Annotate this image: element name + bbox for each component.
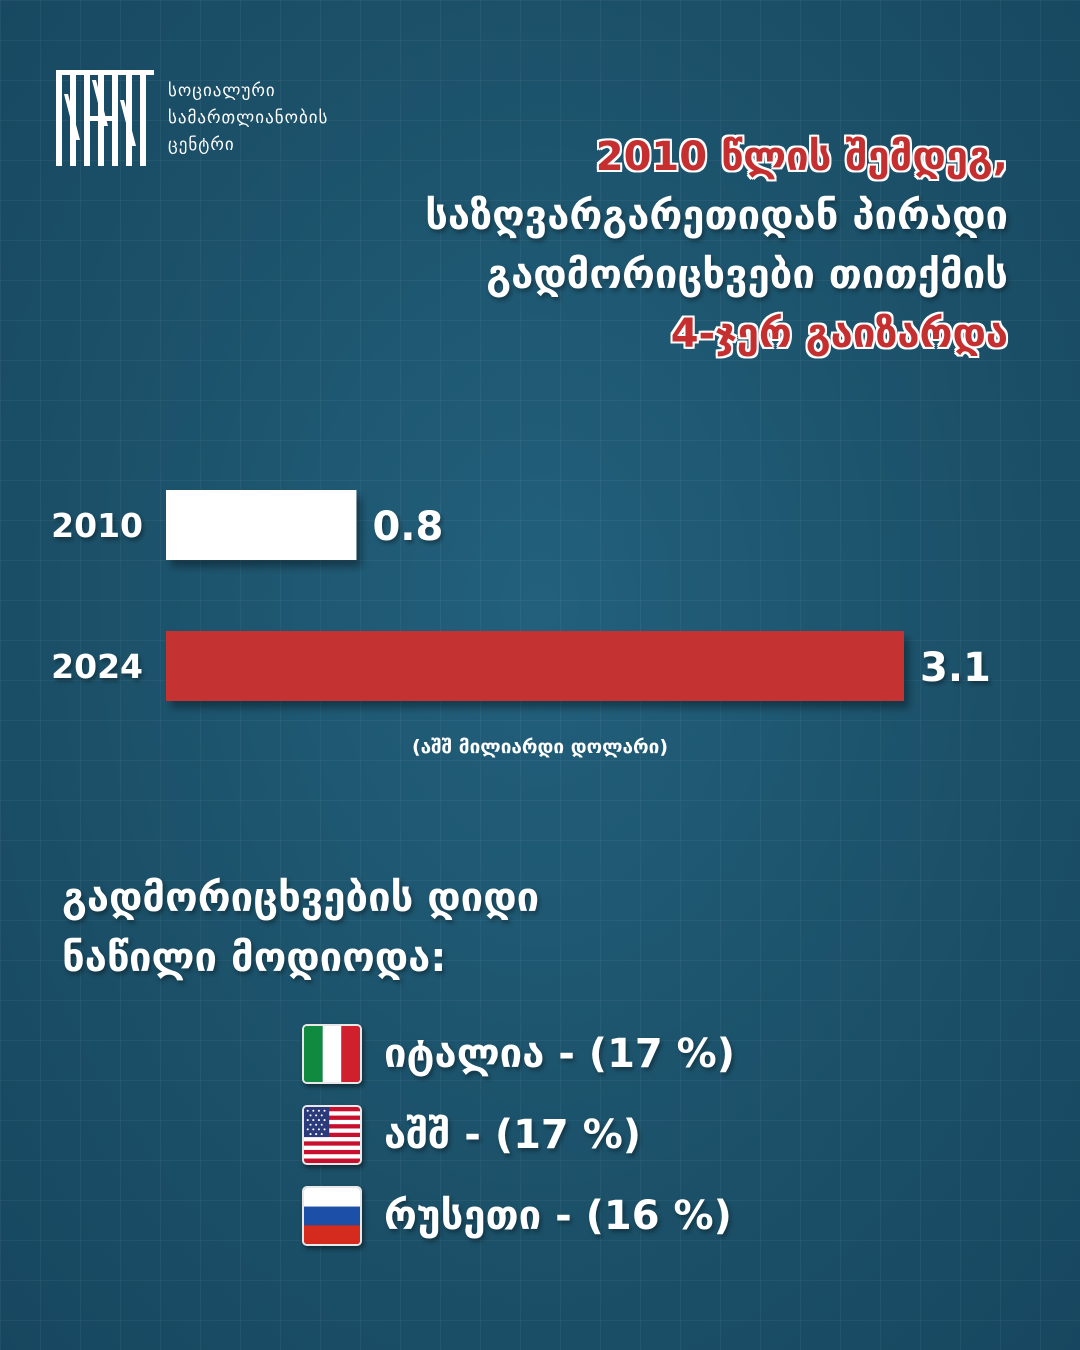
headline-line-2: საზღვარგარეთიდან პირადი xyxy=(425,193,1008,239)
source-item-russia: რუსეთი - (16 %) xyxy=(302,1184,735,1248)
headline-line-1: 2010 წლის შემდეგ, xyxy=(595,134,1008,180)
headline-line-4: 4-ჯერ გაიზარდა xyxy=(670,311,1008,357)
bar-chart: 2010 0.8 2024 3.1 xyxy=(51,490,991,701)
category-label: 2024 xyxy=(51,647,143,686)
sources-heading-line-2: ნაწილი მოდიოდა: xyxy=(62,935,447,981)
logo-line: ცენტრი xyxy=(168,134,235,155)
logo: სოციალური სამართლიანობის ცენტრი xyxy=(56,70,328,166)
value-label: 3.1 xyxy=(920,645,991,691)
source-label: რუსეთი - (16 %) xyxy=(384,1193,732,1239)
logo-mark-icon xyxy=(56,70,154,166)
sources-heading-line-1: გადმორიცხვების დიდი xyxy=(62,875,540,921)
logo-line: სამართლიანობის xyxy=(168,107,329,128)
russia-flag-icon xyxy=(302,1186,362,1246)
logo-line: სოციალური xyxy=(168,80,276,101)
bar-2024 xyxy=(166,631,904,701)
source-item-usa: აშშ - (17 %) xyxy=(302,1103,735,1167)
headline: 2010 წლის შემდეგ, საზღვარგარეთიდან პირად… xyxy=(108,128,1008,364)
headline-line-3: გადმორიცხვები თითქმის xyxy=(486,252,1008,298)
logo-text: სოციალური სამართლიანობის ცენტრი xyxy=(168,78,328,159)
unit-label: (აშშ მილიარდი დოლარი) xyxy=(411,736,669,758)
source-label: იტალია - (17 %) xyxy=(384,1031,736,1077)
sources-heading: გადმორიცხვების დიდი ნაწილი მოდიოდა: xyxy=(62,868,862,988)
value-label: 0.8 xyxy=(372,504,443,550)
bar-2010 xyxy=(166,490,357,560)
italy-flag-icon xyxy=(302,1024,362,1084)
source-label: აშშ - (17 %) xyxy=(384,1112,642,1158)
category-label: 2010 xyxy=(51,506,143,545)
sources-list: იტალია - (17 %) xyxy=(302,1022,735,1265)
usa-flag-icon xyxy=(302,1105,362,1165)
source-item-italy: იტალია - (17 %) xyxy=(302,1022,735,1086)
